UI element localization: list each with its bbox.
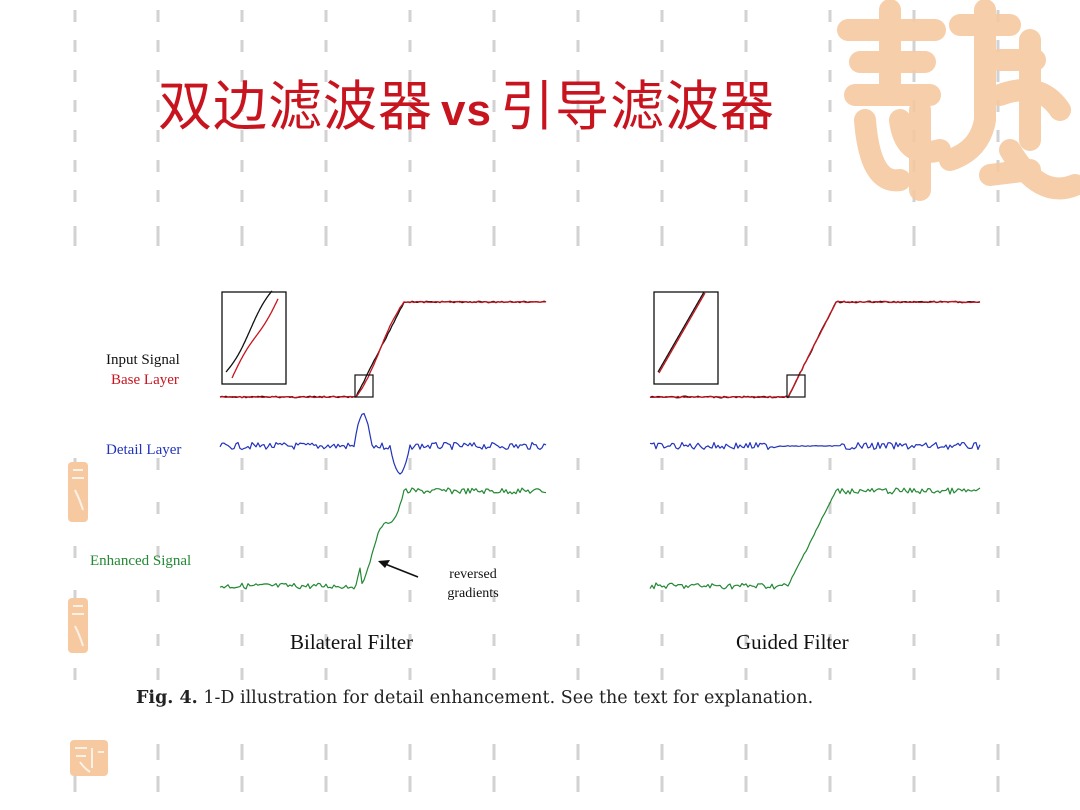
detail-layer-label: Detail Layer xyxy=(106,442,182,458)
detail-layer-line xyxy=(649,441,981,450)
inset-base-line xyxy=(658,292,706,374)
title-vs: vs xyxy=(441,86,492,135)
figure-caption: Fig. 4. 1-D illustration for detail enha… xyxy=(136,688,813,708)
reversed-gradients-annotation: reversed gradients xyxy=(430,565,516,603)
inset-input-line xyxy=(657,291,705,373)
enhanced-signal-line xyxy=(219,487,547,590)
zoom-inset-box xyxy=(221,291,287,385)
seal-stamp-2 xyxy=(68,598,88,653)
zoom-inset-box xyxy=(653,291,719,385)
title-right: 引导滤波器 xyxy=(499,75,775,138)
zoom-marker-box xyxy=(354,374,374,398)
title-left: 双边滤波器 xyxy=(158,75,433,138)
annotation-arrowhead xyxy=(378,560,390,568)
annotation-line-1: reversed xyxy=(449,567,497,582)
annotation-line-2: gradients xyxy=(447,586,499,601)
inset-input-line xyxy=(225,290,273,373)
base-layer-line xyxy=(219,300,547,399)
caption-fig-number: Fig. 4. xyxy=(136,688,198,708)
enhanced-signal-line xyxy=(649,487,981,590)
calligraphy-logo xyxy=(837,0,1080,201)
slide-title: 双边滤波器 vs 引导滤波器 xyxy=(158,62,775,141)
base-layer-line xyxy=(649,300,981,399)
input-signal-label: Input Signal xyxy=(106,352,180,368)
caption-text: 1-D illustration for detail enhancement.… xyxy=(203,688,814,708)
detail-layer-line xyxy=(219,412,547,475)
input-signal-line xyxy=(649,300,981,399)
enhanced-signal-label: Enhanced Signal xyxy=(90,553,192,569)
guided-panel-plot xyxy=(649,291,981,590)
bilateral-panel-plot xyxy=(219,290,547,590)
bilateral-filter-title: Bilateral Filter xyxy=(290,630,414,654)
guided-filter-title: Guided Filter xyxy=(736,630,849,654)
zoom-marker-box xyxy=(786,374,806,398)
base-layer-label: Base Layer xyxy=(111,372,179,388)
inset-base-line xyxy=(231,298,279,379)
